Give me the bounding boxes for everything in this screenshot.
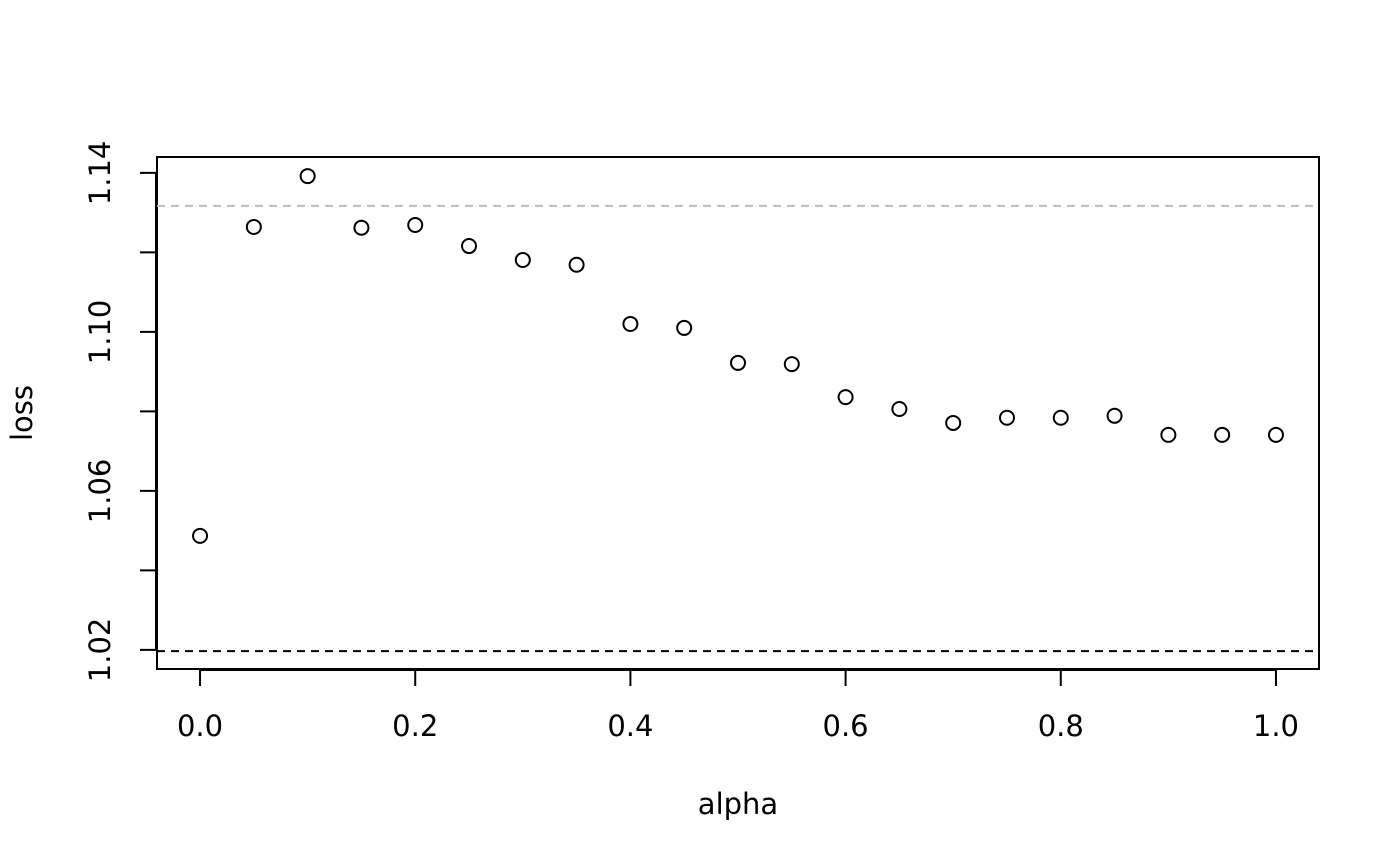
data-point <box>461 238 478 255</box>
data-point <box>891 401 908 418</box>
x-tick-label: 0.4 <box>607 709 653 743</box>
x-tick-label: 0.6 <box>823 709 869 743</box>
data-point <box>1160 426 1177 443</box>
x-tick-label: 0.2 <box>392 709 438 743</box>
data-point <box>1267 426 1284 443</box>
data-point <box>514 251 531 268</box>
data-point <box>568 256 585 273</box>
data-point <box>783 356 800 373</box>
data-point <box>353 219 370 236</box>
data-point <box>1106 407 1123 424</box>
x-tick-label: 1.0 <box>1253 709 1299 743</box>
y-tick-label: 1.14 <box>83 141 117 206</box>
data-point <box>407 216 424 233</box>
data-point <box>998 409 1015 426</box>
data-point <box>730 354 746 371</box>
data-point <box>1214 426 1231 443</box>
data-point <box>622 315 639 332</box>
data-point <box>245 218 262 235</box>
data-point <box>1052 409 1069 426</box>
data-point <box>299 168 316 185</box>
y-tick-label: 1.10 <box>83 300 117 365</box>
y-tick-label: 1.02 <box>83 618 117 683</box>
data-point <box>837 389 854 406</box>
x-tick-label: 0.8 <box>1038 709 1084 743</box>
x-tick-label: 0.0 <box>177 709 223 743</box>
data-point <box>192 527 209 544</box>
data-point <box>945 414 962 431</box>
data-point <box>676 319 693 336</box>
y-tick-label: 1.06 <box>83 459 117 524</box>
x-axis-label: alpha <box>698 787 778 821</box>
plot-frame <box>156 156 1320 670</box>
y-axis-label: loss <box>5 385 39 441</box>
